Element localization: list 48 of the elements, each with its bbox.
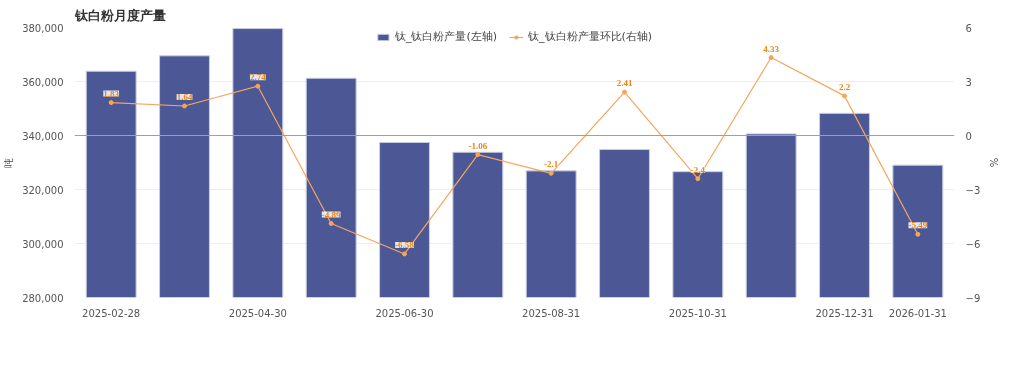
y-tick-label: 320,000 (22, 184, 64, 196)
y2-tick-label: 0 (965, 130, 972, 142)
data-label: -1.06 (468, 140, 488, 151)
y-tick-label: 340,000 (22, 130, 64, 142)
y2-tick-label: 6 (965, 22, 972, 34)
point (842, 93, 847, 99)
point (255, 83, 261, 89)
y-tick-label: 300,000 (22, 238, 64, 250)
data-label: 1.83 (103, 88, 120, 99)
data-label: -4.89 (321, 209, 342, 220)
x-tick-label: 2025-10-31 (668, 307, 727, 319)
data-label: 4.33 (763, 43, 780, 54)
x-tick-label: 2025-02-28 (82, 307, 141, 319)
y-axis-title: 吨 (3, 157, 15, 168)
y2-tick-label: 3 (965, 76, 972, 88)
point (695, 176, 701, 182)
point (622, 89, 627, 95)
point (328, 221, 334, 227)
y2-tick-label: −9 (965, 292, 981, 304)
data-label: -2.1 (544, 159, 559, 170)
legend-label: 钛_钛白粉产量环比(右轴) (528, 29, 653, 44)
x-tick-label: 2025-08-31 (522, 307, 581, 319)
y2-tick-label: −6 (965, 238, 981, 250)
data-label: 2.74 (249, 72, 267, 83)
y-tick-label: 380,000 (22, 22, 64, 34)
x-tick-label: 2025-06-30 (375, 307, 434, 319)
data-label: -6.58 (395, 239, 415, 250)
point (475, 152, 481, 158)
y2-tick-label: −3 (965, 184, 981, 196)
data-label: 2.2 (838, 81, 851, 92)
y-tick-label: 280,000 (22, 292, 64, 304)
x-tick-label: 2025-04-30 (228, 307, 287, 319)
x-tick-label: 2025-12-31 (815, 307, 874, 319)
data-label: -2.4 (690, 164, 706, 175)
point (108, 100, 114, 106)
point (548, 170, 554, 176)
point (915, 231, 921, 237)
y2-axis-title: % (988, 157, 1000, 168)
point (768, 55, 774, 61)
legend-label: 钛_钛白粉产量(左轴) (394, 29, 497, 44)
x-tick-label: 2026-01-31 (888, 307, 947, 319)
point (402, 251, 407, 257)
data-label: 2.41 (616, 78, 633, 89)
y-tick-label: 360,000 (22, 76, 64, 88)
point (182, 103, 187, 109)
chart-title: 钛白粉月度产量 (73, 7, 166, 23)
data-label: 1.64 (176, 91, 193, 102)
data-label: -5.49 (908, 220, 928, 231)
